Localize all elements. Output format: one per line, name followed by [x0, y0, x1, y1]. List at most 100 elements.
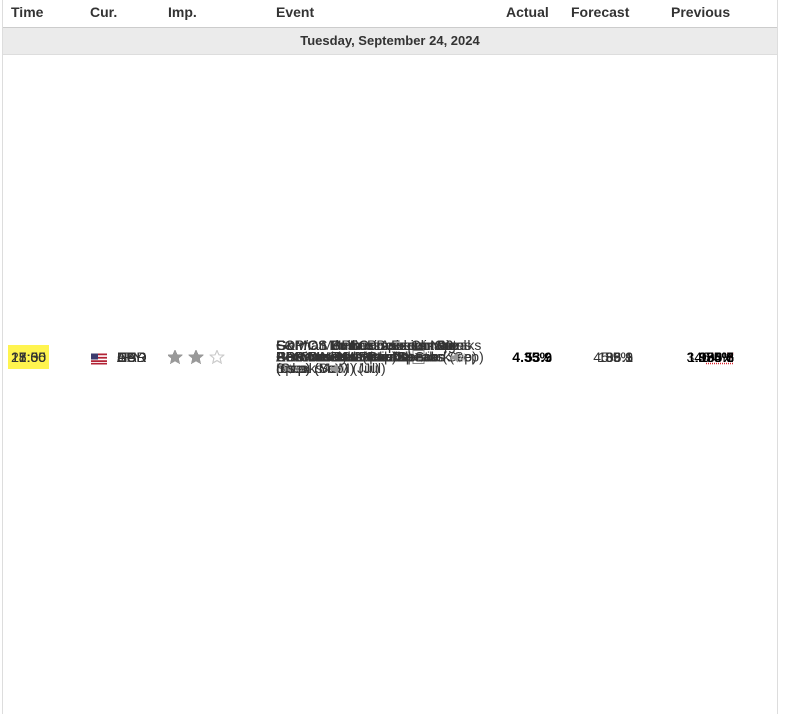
event-row: 15:00 USD CB Consumer Confidence (Sep) 103.… — [3, 345, 777, 514]
event-row: 17:55 CAD BoC Gov Macklem Speaks — [3, 349, 777, 597]
forecast: 5.9% — [601, 349, 633, 365]
event-name: API Weekly Crude Oil Stock — [276, 348, 451, 365]
icon — [284, 364, 298, 375]
currency: USD — [117, 349, 147, 365]
event-row: 14:00USDS&P/CS HPI Composite - 20 n.s.a.… — [3, 337, 777, 484]
time: 21:30 — [11, 349, 47, 365]
event-name: Services PMI (Sep) — [276, 348, 397, 365]
event: FOMC Member Bowman Speaks — [276, 334, 484, 380]
column-header: Previous — [671, 4, 731, 20]
previous: 53.7 — [706, 349, 734, 365]
event-icon — [413, 350, 429, 366]
event-name: S&P/CS HPI Composite - 20 n.s.a. (YoY) (… — [276, 337, 454, 376]
event: Services PMI (Sep) P — [276, 346, 484, 369]
time: 15:00 — [8, 345, 50, 369]
rows: 01:30JPYServices PMI (Sep)P53.953.705:30… — [3, 0, 777, 659]
flag — [91, 352, 107, 365]
event-name: RBA Interest Rate Decision (Sep) — [276, 348, 484, 365]
event-row: 01:30JPYServices PMI (Sep)P53.953.7 — [3, 0, 777, 365]
event-row: 21:30 USD API Weekly Crude Oil Stock 1.960M — [3, 349, 777, 659]
event-name: German Buba President Nagel Speaks — [276, 337, 467, 376]
event-row: 05:30AUDRBA Rate Statement — [3, 82, 777, 365]
event-name: German Buba Balz Speaks — [276, 348, 445, 365]
currency: CAD — [117, 349, 147, 365]
previous: 0.6% — [702, 349, 734, 365]
event: CB Consumer Confidence (Sep) — [276, 346, 484, 369]
event-icon — [329, 361, 345, 377]
event-name: CB Consumer Confidence (Sep) — [276, 348, 477, 365]
currency: USD — [117, 349, 147, 365]
svg-text:P: P — [405, 350, 413, 365]
currency: AUD — [117, 349, 147, 365]
previous: 86.5 — [706, 349, 734, 365]
event: BoC Gov Macklem Speaks — [276, 346, 484, 369]
event-name: BoC Gov Macklem Speaks — [276, 348, 444, 365]
column-header: Forecast — [571, 4, 630, 20]
event-row: 17:00 EUR German Buba President Nagel Spea… — [3, 337, 777, 567]
event: German Business Expectations (Sep) — [276, 334, 484, 380]
currency: EUR — [117, 349, 147, 365]
event-name: German Ifo Business Climate Index (Sep) — [276, 337, 459, 376]
actual: 4.35% — [512, 349, 552, 365]
event: API Weekly Crude Oil Stock — [276, 346, 484, 369]
currency: EUR — [117, 349, 147, 365]
previous: 3.874% — [686, 349, 734, 365]
forecast: 86.3 — [605, 349, 633, 365]
event: RBA Interest Rate Decision (Sep) — [276, 346, 484, 369]
event-row: 18:00 USD 2-Year Note Auction 3.874% — [3, 349, 777, 628]
event-name: FOMC Member Bowman Speaks — [276, 337, 482, 353]
event-name: German Current Assessment (Sep) — [276, 337, 457, 376]
forecast: 86.1 — [605, 349, 633, 365]
forecast: 103.9 — [597, 349, 633, 365]
previous: 1.960M — [687, 349, 734, 365]
event-icon — [282, 361, 298, 377]
time: 17:55 — [11, 349, 47, 365]
date-row: Tuesday, September 24, 2024 — [3, 27, 777, 55]
icon — [330, 364, 344, 375]
column-header: Actual — [506, 4, 549, 20]
event-icon: P — [403, 350, 419, 366]
column-header: Imp. — [168, 4, 197, 20]
currency: AUD — [117, 349, 147, 365]
actual: 53.9 — [524, 349, 552, 365]
previous: 103.3 — [698, 349, 734, 365]
forecast: 4.35% — [593, 349, 633, 365]
currency: EUR — [117, 349, 147, 365]
stars — [167, 349, 225, 364]
previous: 86.8 — [706, 349, 734, 365]
event: German Ifo Business Climate Index (Sep) — [276, 334, 484, 380]
event: German Buba President Nagel Speaks — [276, 334, 484, 380]
time: 17:00 — [11, 349, 47, 365]
date-header: Tuesday, September 24, 2024 — [300, 33, 480, 48]
icon: P — [405, 350, 413, 365]
time: 18:00 — [11, 349, 47, 365]
currency: JPY — [117, 349, 143, 365]
event: S&P/CS HPI Composite - 20 n.s.a. (YoY) (… — [276, 334, 484, 380]
event-name: RBA Rate Statement — [276, 348, 406, 365]
forecast: 86.1 — [605, 349, 633, 365]
event: 2-Year Note Auction — [276, 346, 484, 369]
currency: EUR — [117, 349, 147, 365]
icon — [451, 352, 465, 363]
previous: 4.35% — [694, 349, 734, 365]
event-name: 2-Year Note Auction — [276, 348, 401, 365]
currency: EUR — [117, 349, 147, 365]
flag-icon — [91, 353, 107, 365]
event-row: 14:00USDS&P/CS HPI Composite - 20 n.s.a.… — [3, 337, 777, 433]
event-name: ECB McCaul Speaks — [276, 348, 407, 365]
currency: USD — [117, 349, 147, 365]
previous: 86.6 — [706, 349, 734, 365]
column-header: Event — [276, 4, 315, 20]
event: ECB McCaul Speaks — [276, 346, 484, 369]
event-icon — [449, 350, 465, 366]
event-row: 08:10EURECB McCaul Speaks — [3, 113, 777, 365]
currency: USD — [117, 349, 147, 365]
previous: 6.5% — [702, 349, 734, 365]
icon — [414, 352, 428, 363]
event: German Current Assessment (Sep) — [276, 334, 484, 380]
